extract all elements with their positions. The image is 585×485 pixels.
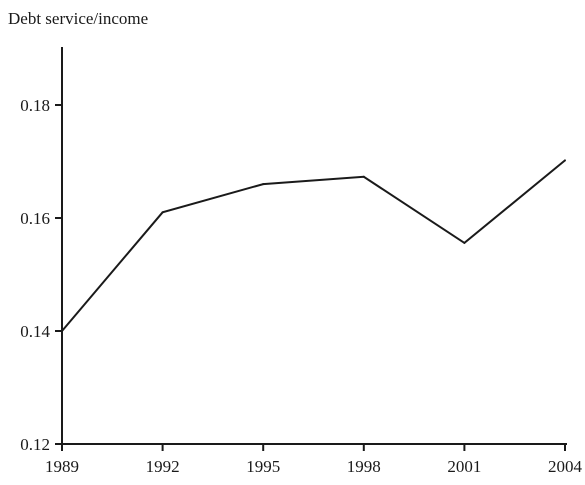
data-point — [564, 159, 566, 162]
data-point — [161, 211, 164, 214]
x-tick-label: 1989 — [45, 457, 79, 476]
x-tick-label: 2004 — [548, 457, 583, 476]
x-tick-label: 1995 — [246, 457, 280, 476]
x-tick-label: 2001 — [447, 457, 481, 476]
x-ticks: 1989 1992 1995 1998 2001 2004 — [45, 444, 583, 476]
data-point — [362, 175, 365, 178]
x-tick-label: 1998 — [347, 457, 381, 476]
y-tick-label: 0.18 — [20, 96, 50, 115]
data-point — [61, 330, 63, 332]
data-point — [463, 241, 466, 244]
series-group — [61, 159, 566, 332]
y-axis-label: Debt service/income — [8, 9, 148, 28]
axes — [61, 47, 567, 445]
data-point — [262, 183, 265, 186]
y-tick-label: 0.16 — [20, 209, 50, 228]
y-tick-label: 0.12 — [20, 435, 50, 454]
y-ticks: 0.12 0.14 0.16 0.18 — [20, 96, 62, 454]
y-tick-label: 0.14 — [20, 322, 50, 341]
x-tick-label: 1992 — [146, 457, 180, 476]
series-line — [61, 159, 566, 332]
